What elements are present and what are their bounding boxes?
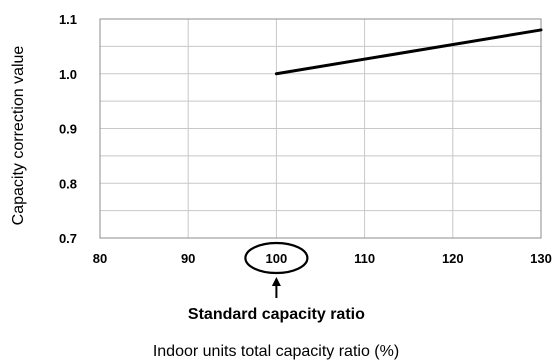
standard-ratio-annotation: Standard capacity ratio [188,241,365,323]
y-tick-label: 1.1 [59,12,77,27]
series-line [274,28,543,76]
x-tick-label: 80 [93,251,107,266]
grid-lines [99,18,542,239]
y-tick-labels: 1.1 1.0 0.9 0.8 0.7 [59,12,77,246]
y-tick-label: 0.7 [59,231,77,246]
x-axis-title: Indoor units total capacity ratio (%) [153,343,399,360]
y-tick-label: 0.9 [59,122,77,137]
y-axis-title: Capacity correction value [10,46,27,226]
annotation-label: Standard capacity ratio [188,306,365,323]
y-tick-label: 0.8 [59,176,77,191]
standard-ratio-circle [244,241,309,275]
x-tick-label: 100 [266,251,288,266]
x-tick-label: 110 [354,251,375,266]
y-tick-label: 1.0 [59,67,77,82]
x-tick-label: 90 [181,251,195,266]
x-tick-label: 120 [442,251,464,266]
plot-area-frame [99,18,542,239]
series-layer [274,28,543,76]
x-tick-labels: 80 90 100 110 120 130 [93,251,552,266]
x-tick-label: 130 [530,251,552,266]
up-arrow-icon [271,277,281,286]
